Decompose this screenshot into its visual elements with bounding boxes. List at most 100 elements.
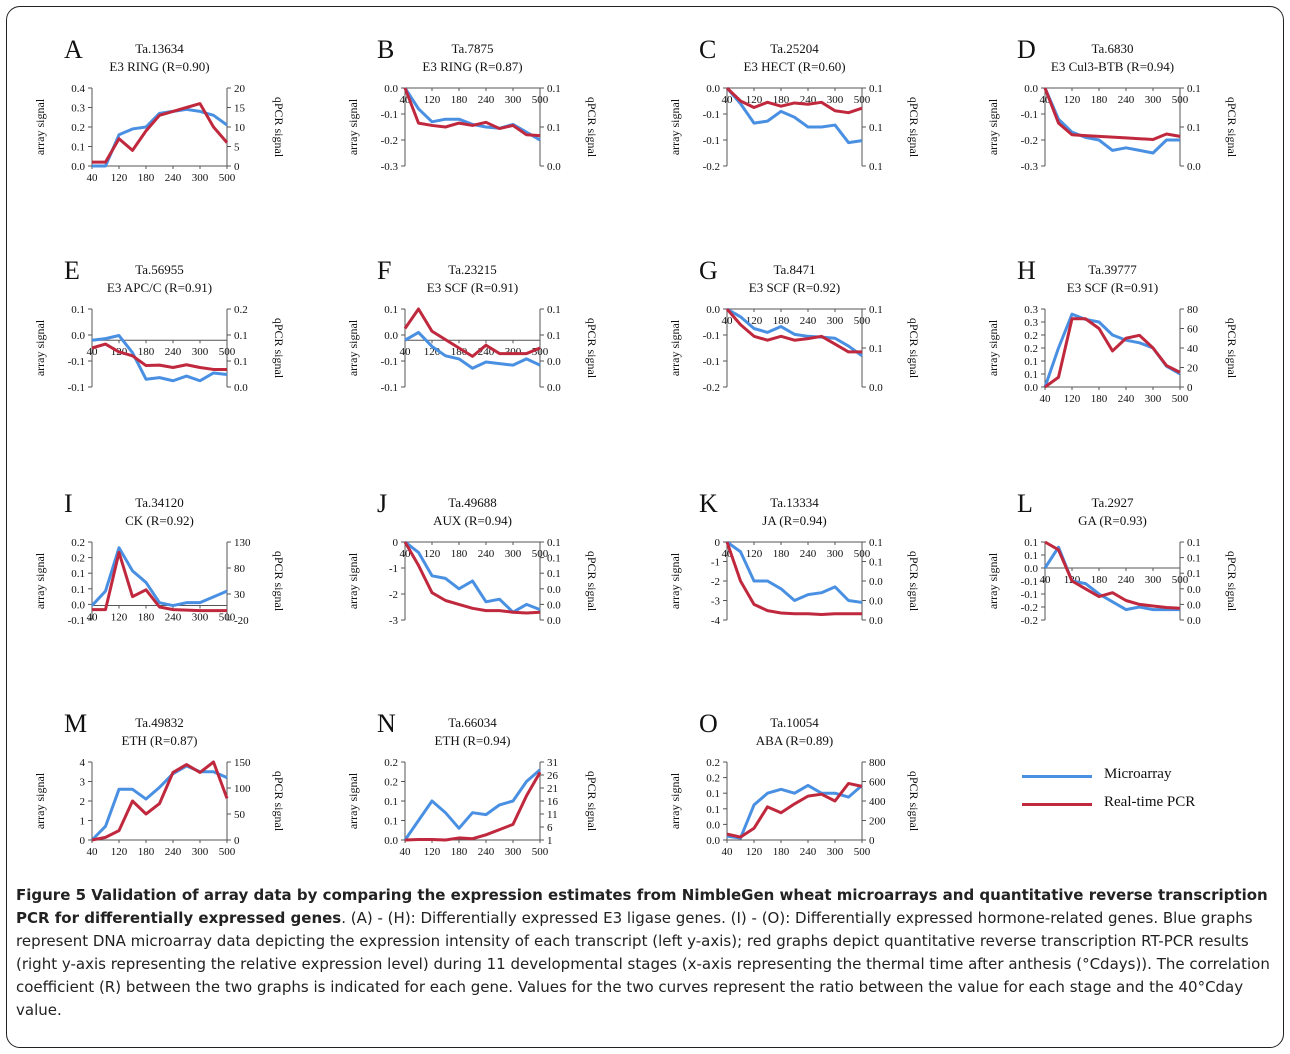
x-tick-label: 40 [400,846,412,858]
panel-subtitle: CK (R=0.92) [125,513,194,528]
x-tick-label: 180 [1091,94,1108,106]
x-tick-label: 40 [400,548,412,560]
panel-letter: C [699,35,716,64]
x-tick-label: 240 [800,846,817,858]
panel-letter: H [1017,256,1036,285]
left-tick-label: 0 [80,835,86,847]
series-microarray [403,768,541,841]
series-pcr [1044,540,1181,610]
x-tick-label: 120 [1064,393,1081,405]
x-tick-label: 120 [746,846,763,858]
panel-subtitle: E3 Cul3-BTB (R=0.94) [1051,59,1174,74]
right-tick-label: 0.0 [1187,161,1201,173]
x-tick-label: 500 [532,346,549,358]
right-tick-label: 31 [547,757,558,769]
panel-e: E Ta.56955 E3 APC/C (R=0.91) 0.1 0.0 -0.1 -0.1… [33,256,286,394]
left-tick-label: -0.1 [703,356,720,368]
right-tick-label: 21 [547,783,558,795]
x-tick-label: 300 [827,548,844,560]
left-tick-label: 0.2 [1024,330,1038,342]
x-tick-label: 500 [532,94,549,106]
x-tick-label: 240 [478,846,495,858]
series-microarray [726,540,863,604]
right-tick-label: 0.0 [869,596,883,608]
series-microarray [90,764,228,842]
right-tick-label: 30 [234,589,246,601]
right-tick-label: 20 [234,83,246,95]
gene-id: Ta.56955 [135,262,184,277]
right-axis-label: qPCR signal [907,771,921,832]
gene-id: Ta.49832 [135,715,184,730]
series-microarray [90,546,228,608]
series-pcr [404,771,542,842]
x-tick-label: 240 [1118,393,1135,405]
right-tick-label: 0.1 [869,537,883,549]
gene-id: Ta.2927 [1091,495,1134,510]
series-pcr [1043,87,1181,141]
right-tick-label: 130 [234,537,251,549]
left-tick-label: -0.1 [381,109,398,121]
panel-letter: D [1017,35,1036,64]
right-axis-label: qPCR signal [1225,551,1239,612]
left-tick-label: 0.2 [384,757,398,769]
left-tick-label: 0.3 [71,103,85,115]
x-tick-label: 240 [165,612,182,624]
panel-g: G Ta.8471 E3 SCF (R=0.92) 0.0 -0.1 -0.1 -0.2 0.… [668,256,921,394]
legend-item-pcr: Real-time PCR [1020,794,1260,814]
x-tick-label: 500 [1172,94,1189,106]
gene-id: Ta.8471 [773,262,815,277]
right-tick-label: 0.0 [547,599,561,611]
left-tick-label: -0.1 [381,382,398,394]
x-tick-label: 500 [219,172,236,184]
x-tick-label: 240 [800,548,817,560]
x-tick-label: 40 [400,94,412,106]
gene-id: Ta.6830 [1091,41,1133,56]
gene-id: Ta.13634 [135,41,184,56]
series-microarray [91,334,228,383]
x-tick-label: 180 [138,612,155,624]
legend-label-pcr: Real-time PCR [1104,794,1196,810]
left-tick-label: 0.1 [384,796,398,808]
figure-frame [6,6,1284,1048]
right-tick-label: 400 [869,796,886,808]
right-tick-label: 11 [547,809,558,821]
x-tick-label: 300 [1145,393,1162,405]
x-tick-label: 180 [1091,574,1108,586]
right-tick-label: 0.1 [869,343,883,355]
right-tick-label: 0.1 [869,304,883,316]
right-tick-label: 0.1 [547,122,561,134]
gene-id: Ta.49688 [448,495,497,510]
x-tick-label: 500 [1172,393,1189,405]
panel-letter: M [64,709,87,738]
series-pcr [1044,317,1181,389]
right-tick-label: 150 [234,757,251,769]
left-tick-label: -0.2 [703,382,720,394]
panel-f: F Ta.23215 E3 SCF (R=0.91) 0.1 0.0 -0.1 -0.1 0.… [346,256,599,394]
right-tick-label: 0 [234,835,240,847]
left-tick-label: -0.1 [68,382,85,394]
left-axis-label: array signal [33,319,47,376]
legend-item-microarray: Microarray [1020,766,1260,786]
x-tick-label: 40 [87,346,99,358]
x-tick-label: 240 [478,548,495,560]
series-pcr [92,102,229,164]
legend-swatch-pcr [1022,803,1092,806]
panel-subtitle: ETH (R=0.87) [122,733,198,748]
left-tick-label: 0.2 [706,757,720,769]
left-axis-label: array signal [346,319,360,376]
left-axis-label: array signal [33,98,47,155]
series-pcr [403,87,541,138]
left-tick-label: 0.2 [706,773,720,785]
left-axis-label: array signal [668,98,682,155]
x-tick-label: 500 [219,612,236,624]
x-tick-label: 300 [505,846,522,858]
gene-id: Ta.34120 [135,495,184,510]
panel-subtitle: E3 SCF (R=0.91) [427,280,518,295]
right-tick-label: 0.0 [547,161,561,173]
x-tick-label: 500 [219,346,236,358]
series-microarray [725,87,863,145]
x-tick-label: 40 [1040,574,1052,586]
